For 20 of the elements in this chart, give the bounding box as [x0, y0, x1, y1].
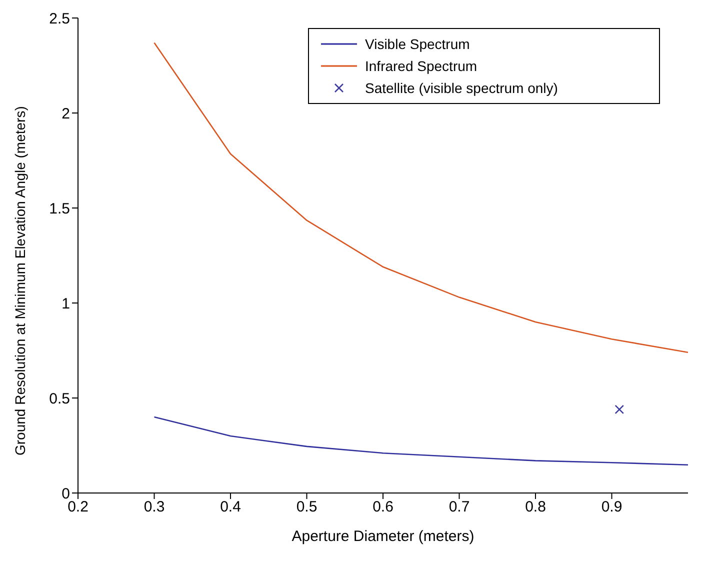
x-tick-label: 0.4 — [220, 498, 241, 516]
y-tick-label: 2 — [62, 105, 70, 122]
legend-label: Satellite (visible spectrum only) — [365, 80, 558, 96]
x-tick-label: 0.9 — [601, 498, 622, 516]
legend-label: Visible Spectrum — [365, 36, 470, 52]
y-axis-title: Ground Resolution at Minimum Elevation Angle (meters) — [12, 106, 28, 456]
y-tick-label: 2.5 — [49, 10, 70, 28]
x-tick-label: 0.7 — [448, 498, 470, 516]
x-axis-title: Aperture Diameter (meters) — [292, 528, 474, 545]
line-series — [154, 416, 688, 466]
y-tick-label: 0.5 — [49, 390, 70, 408]
x-tick-label: 0.2 — [68, 498, 88, 516]
legend-label: Infrared Spectrum — [365, 58, 478, 74]
y-tick-label: 1.5 — [49, 200, 70, 218]
x-tick-label: 0.6 — [372, 498, 394, 516]
x-tick-label: 0.8 — [525, 498, 546, 516]
y-tick-label: 0 — [62, 485, 70, 502]
x-tick-label: 0.5 — [296, 498, 318, 516]
y-tick-label: 1 — [62, 295, 70, 312]
x-tick-label: 0.3 — [144, 498, 165, 516]
